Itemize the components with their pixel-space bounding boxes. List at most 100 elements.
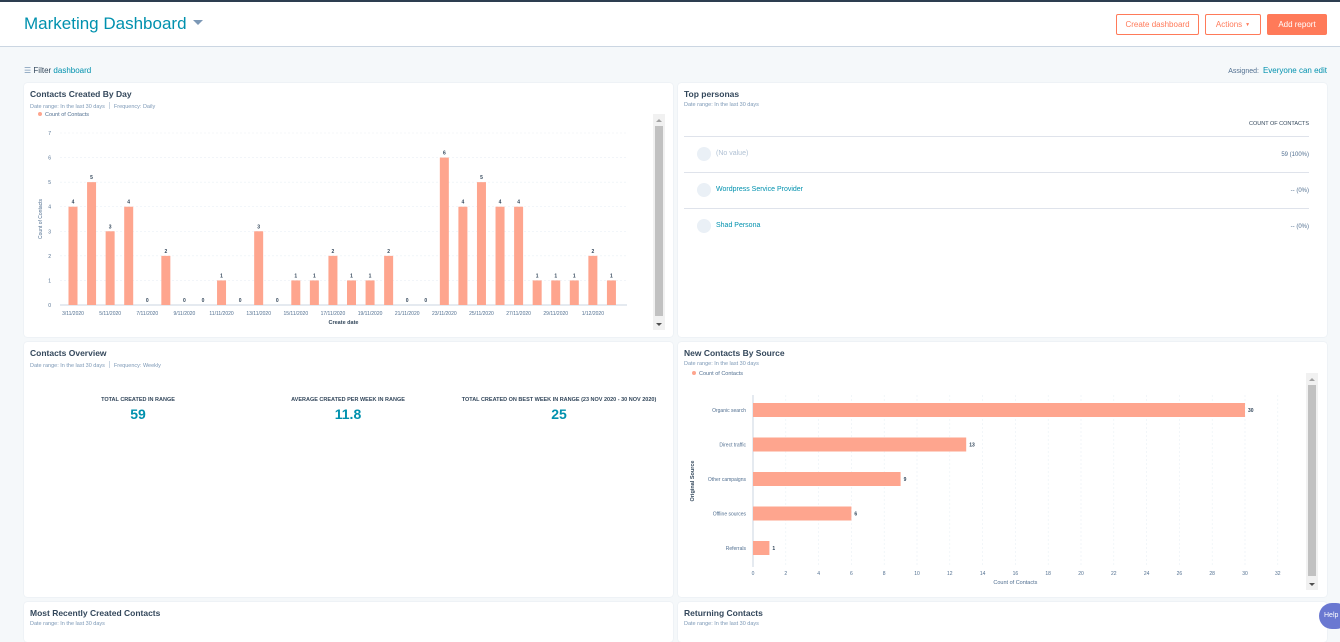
scroll-down-icon[interactable] xyxy=(1309,583,1315,589)
scroll-up-icon[interactable] xyxy=(656,116,662,122)
actions-label: Actions xyxy=(1215,20,1243,29)
help-button[interactable]: Help xyxy=(1319,603,1340,629)
persona-row: (No value) 59 (100%) xyxy=(684,136,1309,172)
bar xyxy=(347,280,356,305)
dashboard-selector[interactable]: Marketing Dashboard xyxy=(24,14,203,34)
data-label: 1 xyxy=(220,273,223,279)
x-axis-title: Create date xyxy=(329,320,359,326)
x-tick-label: 24 xyxy=(1144,571,1150,577)
data-label: 3 xyxy=(109,224,112,230)
card-title: Contacts Created By Day xyxy=(30,89,132,99)
actions-button[interactable]: Actions ▼ xyxy=(1205,14,1261,35)
x-tick-label: 15/11/2020 xyxy=(283,311,308,317)
scroll-thumb[interactable] xyxy=(655,126,663,316)
data-label: 4 xyxy=(127,200,130,206)
x-axis-title: Count of Contacts xyxy=(993,580,1037,586)
data-label: 1 xyxy=(610,273,613,279)
bar xyxy=(551,280,561,305)
data-label: 1 xyxy=(294,273,297,279)
new-contacts-by-source-card: New Contacts By Source Date range: In th… xyxy=(678,342,1327,597)
data-label: 0 xyxy=(202,298,205,304)
frequency: Frequency: Weekly xyxy=(113,363,161,369)
data-label: 3 xyxy=(257,224,260,230)
bar xyxy=(161,255,171,305)
recent-contacts-card: Most Recently Created Contacts Date rang… xyxy=(24,602,673,642)
card-title: Returning Contacts xyxy=(684,608,763,618)
x-tick-label: 13/11/2020 xyxy=(246,311,271,317)
data-label: 4 xyxy=(517,200,520,206)
x-tick-label: 10 xyxy=(914,571,920,577)
x-tick-label: 27/11/2020 xyxy=(506,311,531,317)
bar xyxy=(753,403,1245,417)
x-tick-label: 11/11/2020 xyxy=(209,311,234,317)
card-title: Top personas xyxy=(684,89,740,99)
x-tick-label: 3/11/2020 xyxy=(62,311,84,317)
add-report-button[interactable]: Add report xyxy=(1267,14,1327,35)
data-label: 4 xyxy=(72,200,75,206)
kpi-best-week: TOTAL CREATED ON BEST WEEK IN RANGE (23 … xyxy=(459,396,659,422)
bar xyxy=(569,280,579,305)
y-tick-label: 7 xyxy=(48,131,51,137)
kpi-label: TOTAL CREATED IN RANGE xyxy=(101,397,175,403)
data-label: 4 xyxy=(499,200,502,206)
y-tick-label: Direct traffic xyxy=(719,443,746,449)
top-personas-card: Top personas Date range: In the last 30 … xyxy=(678,83,1327,337)
bar xyxy=(439,157,449,305)
scroll-up-icon[interactable] xyxy=(1309,375,1315,381)
assigned-value-link[interactable]: Everyone can edit xyxy=(1262,66,1327,75)
data-label: 1 xyxy=(772,546,775,552)
x-tick-label: 19/11/2020 xyxy=(358,311,383,317)
x-tick-label: 26 xyxy=(1177,571,1183,577)
x-tick-label: 16 xyxy=(1013,571,1019,577)
data-label: 0 xyxy=(183,298,186,304)
kpi-value: 59 xyxy=(130,406,146,422)
avatar-icon xyxy=(697,147,711,161)
y-tick-label: 6 xyxy=(48,156,51,162)
scroll-thumb[interactable] xyxy=(1308,385,1316,576)
data-label: 9 xyxy=(904,477,907,483)
date-range: Date range: In the last 30 days xyxy=(30,621,105,627)
bar xyxy=(476,182,486,305)
filter-dashboard[interactable]: ☰ Filter dashboard xyxy=(24,66,91,75)
persona-count: -- (0%) xyxy=(1290,224,1309,230)
header: Marketing Dashboard Create dashboard Act… xyxy=(0,2,1340,47)
persona-count: 59 (100%) xyxy=(1281,152,1309,158)
date-range: Date range: In the last 30 days xyxy=(684,102,759,108)
avatar-icon xyxy=(697,219,711,233)
scrollbar[interactable] xyxy=(653,114,665,330)
chart-legend[interactable]: Count of Contacts xyxy=(692,371,743,377)
card-title: Contacts Overview xyxy=(30,348,107,358)
bar xyxy=(328,255,338,305)
scroll-down-icon[interactable] xyxy=(656,323,662,329)
y-tick-label: Other campaigns xyxy=(708,477,747,483)
y-tick-label: 5 xyxy=(48,180,51,186)
y-axis-title: Count of Contacts xyxy=(38,198,44,239)
y-tick-label: 3 xyxy=(48,229,51,235)
x-tick-label: 2 xyxy=(784,571,787,577)
date-range: Date range: In the last 30 days xyxy=(684,621,759,627)
page-title: Marketing Dashboard xyxy=(24,14,187,33)
caret-down-icon: ▼ xyxy=(1245,21,1251,28)
legend-dot-icon xyxy=(38,112,42,116)
contacts-overview-card: Contacts Overview Date range: In the las… xyxy=(24,342,673,597)
bar xyxy=(365,280,375,305)
bar xyxy=(291,280,301,305)
persona-name-link[interactable]: Shad Persona xyxy=(716,222,761,229)
date-range: Date range: In the last 30 days xyxy=(30,363,105,369)
data-label: 1 xyxy=(573,273,576,279)
filter-link[interactable]: dashboard xyxy=(53,66,92,75)
data-label: 5 xyxy=(90,175,93,181)
scrollbar[interactable] xyxy=(1306,373,1318,590)
create-dashboard-button[interactable]: Create dashboard xyxy=(1116,14,1199,35)
x-tick-label: 21/11/2020 xyxy=(395,311,420,317)
x-tick-label: 7/11/2020 xyxy=(136,311,158,317)
x-tick-label: 1/12/2020 xyxy=(582,311,604,317)
chart-legend[interactable]: Count of Contacts xyxy=(38,112,89,118)
column-header: COUNT OF CONTACTS xyxy=(1249,121,1309,127)
data-label: 2 xyxy=(591,249,594,255)
date-range: Date range: In the last 30 days xyxy=(684,361,759,367)
bar xyxy=(309,280,319,305)
data-label: 0 xyxy=(239,298,242,304)
persona-name-link[interactable]: Wordpress Service Provider xyxy=(716,186,804,193)
filter-icon: ☰ xyxy=(24,66,34,75)
